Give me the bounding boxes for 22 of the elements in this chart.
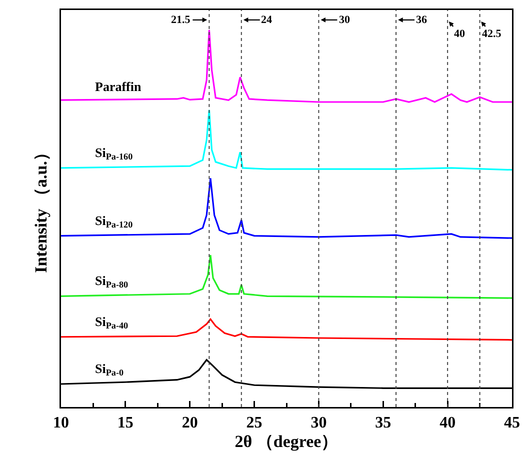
ref-line-label: 30 — [339, 14, 350, 26]
ref-line-label: 40 — [454, 28, 466, 40]
x-tick-label: 30 — [310, 414, 327, 432]
series-label: Si$_{Pa-160}$ — [95, 145, 134, 162]
series-label: Si$_{Pa-120}$ — [95, 213, 134, 230]
ref-line-label: 42.5 — [482, 28, 502, 40]
x-tick-label: 10 — [53, 414, 69, 432]
series-label: Si$_{Pa-0}$ — [95, 361, 124, 378]
ref-line-label: 36 — [416, 14, 428, 26]
ref-line-label: 24 — [261, 14, 272, 26]
series-label: Si$_{Pa-80}$ — [95, 273, 129, 290]
x-axis-title: 2θ （degree） — [234, 432, 338, 451]
x-tick-label: 45 — [504, 414, 520, 432]
series-label: Si$_{Pa-40}$ — [95, 314, 129, 331]
ref-line-label: 21.5 — [171, 14, 191, 26]
x-tick-label: 25 — [246, 414, 262, 432]
series-label: Paraffin — [95, 79, 142, 94]
y-axis-title: Intensity （a.u.） — [31, 144, 50, 273]
x-tick-label: 35 — [375, 414, 392, 432]
x-tick-label: 40 — [440, 414, 456, 432]
x-tick-label: 15 — [117, 414, 134, 432]
x-tick-label: 20 — [182, 414, 198, 432]
